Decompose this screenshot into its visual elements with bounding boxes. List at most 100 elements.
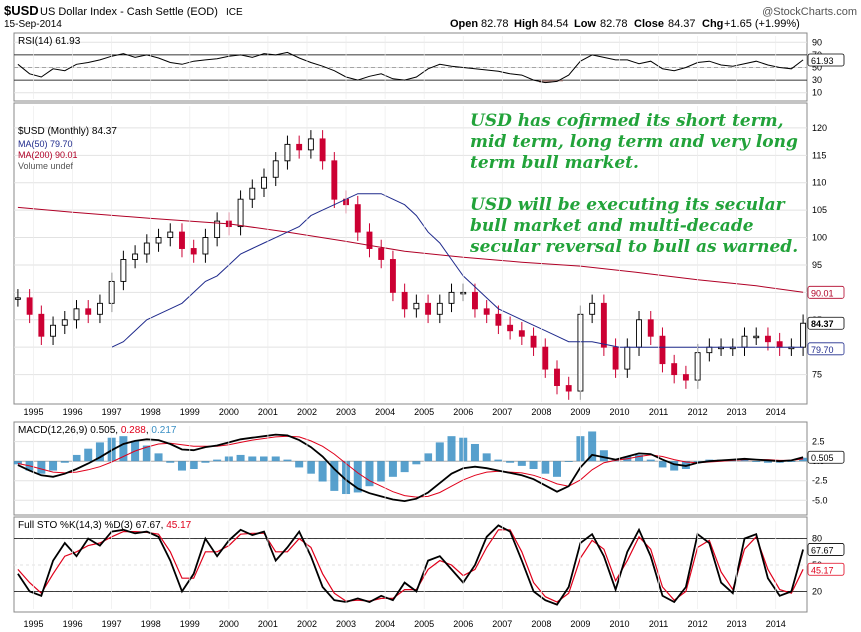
price-candle-body <box>518 330 525 337</box>
bottom-year-label: 2012 <box>688 619 708 629</box>
rsi-layer: 907050301061.93 <box>14 37 845 98</box>
price-year-label: 2008 <box>531 407 551 417</box>
rsi-oversold-fill <box>550 80 563 82</box>
macd-histogram-bar <box>353 461 362 493</box>
macd-histogram-bar <box>201 461 210 463</box>
price-year-label: 2007 <box>492 407 512 417</box>
bottom-year-label: 1997 <box>102 619 122 629</box>
macd-histogram-bar <box>412 461 421 465</box>
macd-histogram-bar <box>318 461 327 482</box>
macd-histogram-bar <box>541 461 550 474</box>
price-year-label: 2002 <box>297 407 317 417</box>
price-year-label: 2014 <box>766 407 786 417</box>
macd-histogram-bar <box>658 461 667 468</box>
ma50-current-label-box <box>807 342 845 356</box>
macd-histogram-bar <box>248 456 257 462</box>
ohlc-high-value: 84.54 <box>541 18 569 30</box>
macd-histogram-bar <box>447 436 456 462</box>
macd-histogram-bar <box>37 461 46 474</box>
price-candle-body <box>706 346 713 354</box>
macd-histogram-bar <box>424 453 433 462</box>
macd-current-label-box <box>807 450 845 464</box>
ohlc-close-value: 84.37 <box>668 18 696 30</box>
macd-histogram-bar <box>189 461 198 469</box>
macd-histogram-bar <box>330 461 339 491</box>
price-candle-body <box>190 248 197 255</box>
sto-k-line <box>17 524 804 606</box>
bottom-year-label: 2013 <box>727 619 747 629</box>
macd-histogram-bar <box>271 456 280 462</box>
price-year-label: 2005 <box>414 407 434 417</box>
sto-tick-label: 80 <box>812 534 822 544</box>
annotation-line-5: bull market and multi-decade <box>470 216 754 236</box>
bottom-year-label: 2014 <box>766 619 786 629</box>
macd-histogram-bar <box>400 461 409 473</box>
sto-title-d: 45.17 <box>166 520 191 531</box>
price-candle-body <box>202 237 209 255</box>
bottom-year-label: 2010 <box>609 619 629 629</box>
macd-histogram-bar <box>752 461 761 462</box>
macd-histogram-bar <box>283 459 292 462</box>
macd-title: MACD(12,26,9) 0.505, 0.288, 0.217 <box>18 425 177 436</box>
annotation-line-6: secular reversal to bull as warned. <box>469 237 798 257</box>
macd-histogram-bar <box>635 454 644 462</box>
macd-histogram-bar <box>799 457 808 462</box>
price-year-label: 2010 <box>609 407 629 417</box>
price-candle-body <box>636 319 642 348</box>
price-year-label: 2001 <box>258 407 278 417</box>
price-current-label-box <box>807 316 845 330</box>
macd-histogram-bar <box>60 461 69 463</box>
symbol-label: $USD <box>4 3 39 18</box>
price-candle-body <box>179 231 185 249</box>
bottom-year-label: 1995 <box>24 619 44 629</box>
price-candle-body <box>741 335 748 348</box>
price-candle-body <box>624 346 631 370</box>
exchange-label: ICE <box>226 7 243 18</box>
price-candle-body <box>436 302 443 315</box>
macd-histogram-bar <box>588 431 597 462</box>
price-candle-body <box>249 187 256 200</box>
price-candle-body <box>296 143 303 151</box>
price-candle-body <box>647 319 654 337</box>
macd-histogram-bar <box>365 461 374 487</box>
bottom-year-label: 1998 <box>141 619 161 629</box>
ohlc-chg-value: +1.65 (+1.99%) <box>724 18 800 30</box>
rsi-tick-label: 90 <box>812 37 822 47</box>
macd-histogram-bar <box>119 436 128 462</box>
price-current-label: 84.37 <box>811 319 834 329</box>
price-candle-body <box>167 231 174 239</box>
price-year-label: 2009 <box>570 407 590 417</box>
price-year-label: 2003 <box>336 407 356 417</box>
macd-tick-label: -2.5 <box>812 476 828 486</box>
price-candle-body <box>214 220 221 239</box>
bottom-year-label: 2007 <box>492 619 512 629</box>
rsi-line <box>17 51 804 84</box>
macd-histogram-bar <box>435 442 444 462</box>
price-candle-body <box>530 335 537 348</box>
rsi-current-label-box <box>807 53 845 67</box>
macd-line <box>17 433 804 503</box>
ohlc-open-label: Open <box>450 18 478 30</box>
macd-histogram-bar <box>236 454 245 462</box>
sto-d-current-label-box <box>807 562 845 576</box>
macd-title-signal: 0.288 <box>121 425 146 436</box>
macd-histogram-bar <box>787 461 796 462</box>
macd-histogram-bar <box>95 442 104 462</box>
price-candle-body <box>764 335 771 343</box>
bottom-year-label: 2006 <box>453 619 473 629</box>
price-year-label: 2013 <box>727 407 747 417</box>
ohlc-close-label: Close <box>634 18 664 30</box>
ma200-line <box>17 206 804 293</box>
macd-histogram-bar <box>377 461 386 482</box>
bottom-year-label: 2011 <box>649 619 668 629</box>
macd-histogram-bar <box>482 453 491 462</box>
bottom-year-label: 2009 <box>570 619 590 629</box>
price-year-label: 1995 <box>24 407 44 417</box>
macd-histogram-bar <box>295 461 304 468</box>
price-candle-body <box>261 176 267 189</box>
macd-histogram-bar <box>552 461 561 477</box>
annotation-line-1: USD has cofirmed its short term, <box>470 111 784 131</box>
bottom-year-label: 2002 <box>297 619 317 629</box>
macd-histogram-bar <box>142 445 151 462</box>
price-tick-label: 100 <box>812 233 827 243</box>
